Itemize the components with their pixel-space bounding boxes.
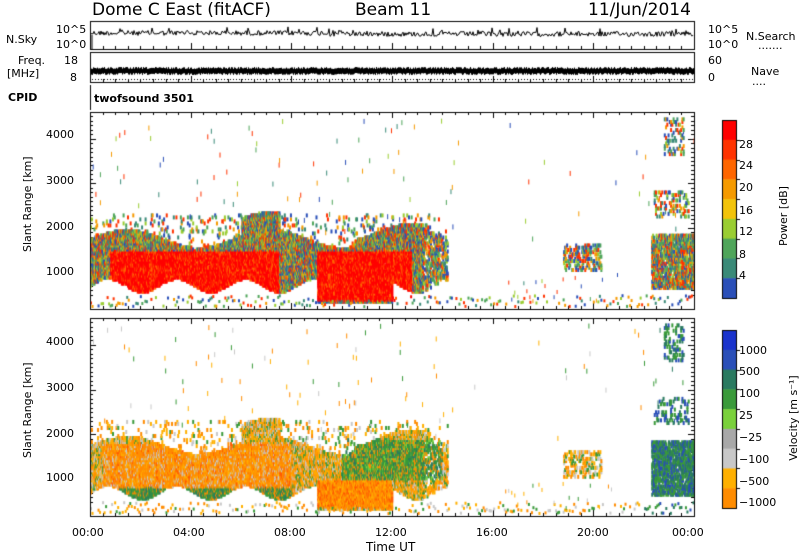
beam-title: Beam 11 — [355, 0, 432, 20]
xtick-3: 12:00 — [375, 526, 407, 539]
nave-label: Nave — [751, 65, 780, 78]
vel-cbar-tick-1000: 1000 — [739, 344, 767, 357]
freq-tick-bottom: 8 — [70, 71, 77, 84]
cpid-value: twofsound 3501 — [94, 92, 194, 105]
nsky-label: N.Sky — [6, 33, 38, 46]
xtick-5: 20:00 — [577, 526, 609, 539]
power-cbar-tick-8: 8 — [739, 248, 746, 261]
power-ytick-3000: 3000 — [46, 174, 74, 187]
x-axis-label: Time UT — [366, 540, 416, 554]
cpid-label: CPID — [8, 91, 38, 104]
nsearch-tick-top: 10^5 — [708, 23, 739, 36]
velocity-ylabel: Slant Range [km] — [21, 362, 34, 458]
power-cbar-tick-16: 16 — [739, 204, 753, 217]
vel-cbar-tick-m1000: −1000 — [739, 496, 777, 509]
nave-legend-dots: .... — [752, 75, 766, 88]
velocity-cbar-label: Velocity [m s⁻¹] — [787, 375, 800, 461]
vel-cbar-tick-m500: −500 — [739, 475, 770, 488]
velocity-ytick-2000: 2000 — [46, 427, 74, 440]
power-cbar-tick-24: 24 — [739, 159, 753, 172]
power-cbar-tick-4: 4 — [739, 269, 746, 282]
freq-unit-label: [MHz] — [7, 67, 40, 80]
velocity-ytick-3000: 3000 — [46, 381, 74, 394]
xtick-2: 08:00 — [274, 526, 306, 539]
power-ytick-1000: 1000 — [46, 265, 74, 278]
xtick-6: 00:00 — [672, 526, 704, 539]
nsearch-tick-bottom: 10^0 — [708, 38, 739, 51]
power-ylabel: Slant Range [km] — [21, 156, 34, 252]
date-title: 11/Jun/2014 — [588, 0, 691, 20]
power-ytick-4000: 4000 — [46, 128, 74, 141]
vel-cbar-tick-100: 100 — [739, 387, 760, 400]
vel-cbar-tick-500: 500 — [739, 365, 760, 378]
vel-cbar-tick-m25: −25 — [739, 431, 763, 444]
power-cbar-tick-20: 20 — [739, 181, 753, 194]
vel-cbar-tick-m100: −100 — [739, 453, 770, 466]
nave-tick-bottom: 0 — [708, 71, 715, 84]
velocity-ytick-4000: 4000 — [46, 335, 74, 348]
xtick-0: 00:00 — [72, 526, 104, 539]
nsearch-legend-dots: ....... — [758, 39, 783, 52]
nsky-tick-top: 10^5 — [56, 23, 87, 36]
nsearch-label: N.Search — [746, 30, 796, 43]
vel-cbar-tick-25: 25 — [739, 409, 753, 422]
power-ytick-2000: 2000 — [46, 220, 74, 233]
power-cbar-tick-28: 28 — [739, 138, 753, 151]
station-title: Dome C East (fitACF) — [92, 0, 271, 20]
xtick-4: 16:00 — [476, 526, 508, 539]
freq-label: Freq. — [18, 54, 46, 67]
nsky-tick-bottom: 10^0 — [56, 38, 87, 51]
xtick-1: 04:00 — [173, 526, 205, 539]
nave-tick-top: 60 — [708, 54, 722, 67]
power-cbar-label: Power [dB] — [777, 186, 790, 246]
freq-tick-top: 18 — [64, 54, 78, 67]
power-cbar-tick-12: 12 — [739, 225, 753, 238]
velocity-ytick-1000: 1000 — [46, 471, 74, 484]
